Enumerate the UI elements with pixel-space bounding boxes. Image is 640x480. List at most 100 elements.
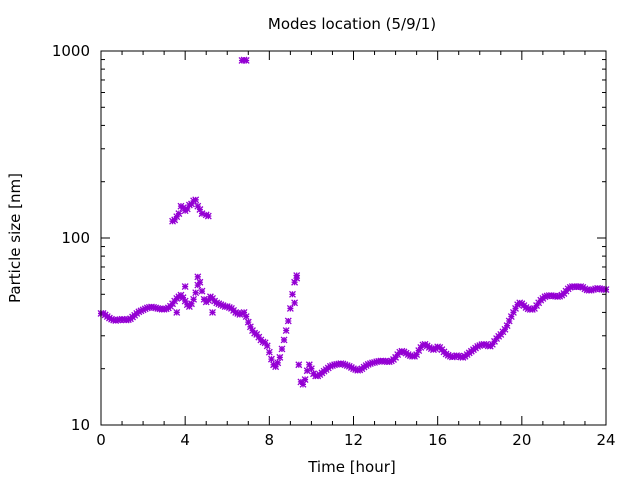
data-point <box>350 365 357 373</box>
data-point <box>188 300 195 308</box>
data-point <box>194 202 202 210</box>
data-point <box>188 200 195 208</box>
y-tick-label: 10 <box>71 416 90 434</box>
data-point <box>303 367 311 375</box>
data-points <box>97 56 610 388</box>
data-point <box>232 308 240 316</box>
data-point <box>364 360 372 368</box>
y-axis: 10 100 1000 <box>52 42 606 434</box>
data-point <box>512 304 519 312</box>
data-point <box>507 313 515 321</box>
data-point <box>474 343 482 350</box>
data-point <box>276 353 284 361</box>
data-point <box>108 315 115 323</box>
data-point <box>194 273 202 281</box>
data-point <box>217 301 225 309</box>
data-point <box>183 205 191 213</box>
data-point <box>240 308 248 316</box>
data-point <box>190 197 198 205</box>
data-point <box>274 359 282 367</box>
data-point <box>366 360 374 368</box>
data-point <box>242 313 250 321</box>
data-point <box>577 283 585 291</box>
data-point <box>289 290 296 298</box>
data-point <box>326 362 334 370</box>
data-point <box>541 293 549 301</box>
data-point <box>259 338 267 346</box>
data-point <box>446 352 454 360</box>
data-point <box>556 292 564 300</box>
data-point <box>503 322 511 330</box>
data-point <box>459 353 467 361</box>
data-point <box>291 299 299 307</box>
y-tick-label: 100 <box>61 229 90 247</box>
data-point <box>204 212 212 220</box>
data-point <box>280 336 288 344</box>
data-point <box>305 361 313 369</box>
y-tick-label: 1000 <box>52 42 90 60</box>
data-point <box>272 363 280 371</box>
data-point <box>242 57 250 64</box>
data-point <box>135 308 143 316</box>
data-point <box>215 300 223 308</box>
data-point <box>371 358 379 366</box>
data-point <box>444 351 452 359</box>
data-point <box>175 210 183 218</box>
data-point <box>173 308 181 316</box>
data-point <box>413 351 421 359</box>
data-point <box>429 346 437 354</box>
data-point <box>265 348 273 356</box>
data-point <box>171 216 179 224</box>
x-tick-label: 0 <box>96 431 106 449</box>
data-point <box>236 311 244 318</box>
data-point <box>141 305 149 313</box>
x-axis: 0 4 8 12 16 20 24 <box>96 51 616 449</box>
data-point <box>263 342 271 350</box>
data-point <box>213 299 221 307</box>
data-point <box>179 294 187 302</box>
data-point <box>196 278 204 286</box>
data-point <box>267 355 275 363</box>
y-axis-label: Particle size [nm] <box>6 173 24 303</box>
data-point <box>328 362 336 369</box>
x-tick-label: 24 <box>596 431 615 449</box>
data-point <box>234 309 242 317</box>
data-point <box>581 285 589 293</box>
data-point <box>124 316 132 324</box>
plot-frame <box>100 50 607 426</box>
data-point <box>192 196 200 204</box>
x-tick-label: 4 <box>180 431 190 449</box>
x-tick-label: 20 <box>512 431 531 449</box>
data-point <box>286 304 294 312</box>
data-point <box>385 358 393 366</box>
data-point <box>196 206 204 213</box>
chart-title: Modes location (5/9/1) <box>268 15 436 33</box>
data-point <box>225 304 233 311</box>
data-point <box>343 362 351 369</box>
data-point <box>284 317 292 325</box>
data-point <box>204 296 212 304</box>
data-point <box>415 347 423 355</box>
data-point <box>181 297 189 305</box>
data-point <box>505 317 513 325</box>
data-point <box>181 283 189 291</box>
data-point <box>244 318 252 326</box>
data-point <box>352 366 360 373</box>
data-point <box>246 323 254 331</box>
data-point <box>185 201 193 209</box>
data-point <box>301 376 309 384</box>
data-point <box>198 287 206 295</box>
data-point <box>219 302 227 310</box>
data-point <box>137 307 145 315</box>
data-point <box>173 213 181 221</box>
data-point <box>192 289 200 297</box>
data-point <box>209 308 216 316</box>
x-tick-label: 8 <box>265 431 275 449</box>
data-point <box>528 305 536 313</box>
data-point <box>282 327 290 334</box>
data-point <box>198 210 206 218</box>
data-point <box>427 345 435 353</box>
data-point <box>190 295 198 303</box>
data-point <box>509 308 517 316</box>
